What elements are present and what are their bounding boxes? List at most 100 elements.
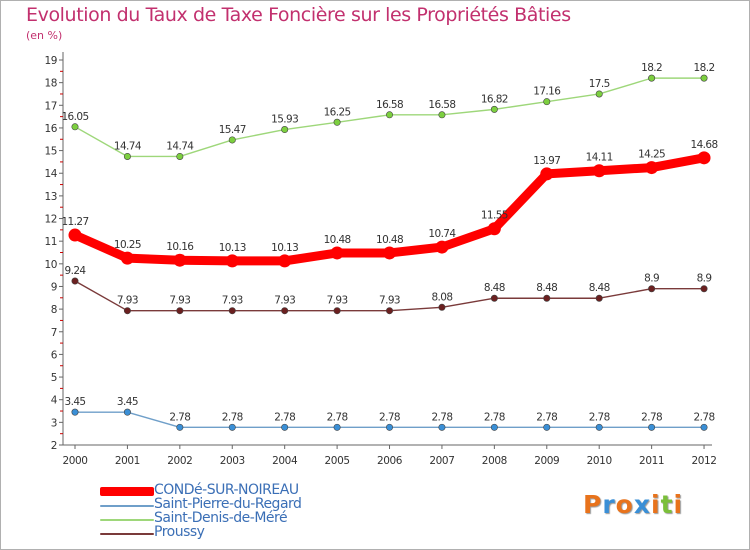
data-point [176,152,184,160]
data-label: 10.13 [271,242,298,254]
data-point [173,253,187,267]
data-label: 7.93 [274,295,295,307]
data-point [333,423,341,431]
legend-swatch [100,487,154,496]
y-tick-label: 17 [44,100,57,112]
data-point [490,423,498,431]
data-point [71,123,79,131]
logo-letter: i [673,490,684,519]
data-point [543,294,551,302]
data-label: 10.74 [428,228,456,240]
data-label: 2.78 [589,411,610,423]
data-point [386,307,394,315]
y-tick-label: 8 [51,304,57,316]
data-point [123,307,131,315]
data-label: 7.93 [327,295,348,307]
y-tick-label: 18 [44,78,57,90]
data-point [123,152,131,160]
logo-letter: P [583,490,603,519]
series-proussy [71,277,708,315]
data-label: 7.93 [169,295,190,307]
data-label: 7.93 [379,295,400,307]
data-point [648,285,656,293]
chart-axes: 2 3 4 5 6 7 8 9 10 11 12 13 14 15 16 17 18 19 2000 2001 2002… [44,52,717,467]
y-tick-label: 16 [44,123,57,135]
data-label: 10.48 [324,234,351,246]
series-layer [68,74,711,431]
data-point [438,423,446,431]
data-point [697,151,711,165]
data-point [543,423,551,431]
data-label: 2.78 [694,411,715,423]
data-point [435,240,449,254]
data-point [543,98,551,106]
y-tick-label: 5 [51,372,57,384]
data-point [281,423,289,431]
data-point [645,161,659,175]
y-tick-label: 3 [51,417,57,429]
data-point [176,423,184,431]
data-point [68,228,82,242]
x-tick-label: 2001 [115,455,140,467]
data-point [648,423,656,431]
data-label: 15.47 [219,124,246,136]
data-point [595,423,603,431]
data-point [700,74,708,82]
logo-letter: r [602,490,616,519]
data-label: 8.48 [536,282,557,294]
data-labels-layer: 3.45 3.45 2.78 2.78 2.78 2.78 2.78 2.78 2.78 2.78… [61,62,718,423]
data-label: 16.25 [324,106,351,118]
data-label: 16.58 [428,99,455,111]
x-tick-label: 2012 [691,455,716,467]
data-point [700,285,708,293]
y-tick-label: 13 [44,191,57,203]
data-label: 16.58 [376,99,403,111]
data-label: 8.48 [589,282,610,294]
y-tick-label: 2 [51,440,57,452]
data-label: 18.2 [641,62,662,74]
series-saint-pierre-du-regard [71,408,708,431]
data-point [595,90,603,98]
data-label: 2.78 [169,411,190,423]
data-point [595,294,603,302]
y-tick-label: 10 [44,259,57,271]
data-label: 14.74 [114,140,142,152]
data-point [648,74,656,82]
y-tick-label: 6 [51,349,58,361]
series-saint-denis-de-m-r- [71,74,708,160]
data-label: 8.48 [484,282,505,294]
legend-swatch [100,519,154,521]
data-point [540,167,554,181]
legend-label: Proussy [154,524,205,540]
data-point [228,136,236,144]
data-label: 2.78 [641,411,662,423]
data-label: 8.9 [644,273,659,285]
proxiti-logo: Proxiti [583,490,683,519]
data-label: 11.27 [61,216,88,228]
data-label: 2.78 [274,411,295,423]
x-tick-label: 2004 [272,455,298,467]
y-tick-label: 9 [51,281,57,293]
data-point [330,246,344,260]
logo-letter: i [651,490,661,519]
chart-title: Evolution du Taux de Taxe Foncière sur l… [26,4,571,26]
data-label: 11.55 [481,210,508,222]
data-point [333,118,341,126]
data-label: 2.78 [536,411,557,423]
x-tick-label: 2006 [377,455,403,467]
data-label: 8.08 [431,291,452,303]
x-tick-label: 2009 [534,455,559,467]
data-point [120,251,134,265]
data-label: 2.78 [484,411,505,423]
data-point [71,277,79,285]
x-tick-label: 2011 [639,455,664,467]
data-point [490,294,498,302]
data-point [228,423,236,431]
data-point [225,254,239,268]
logo-letter: x [633,490,651,519]
data-label: 16.82 [481,93,508,105]
data-label: 16.05 [61,111,88,123]
data-label: 2.78 [431,411,452,423]
data-label: 13.97 [533,155,560,167]
data-label: 2.78 [222,411,243,423]
